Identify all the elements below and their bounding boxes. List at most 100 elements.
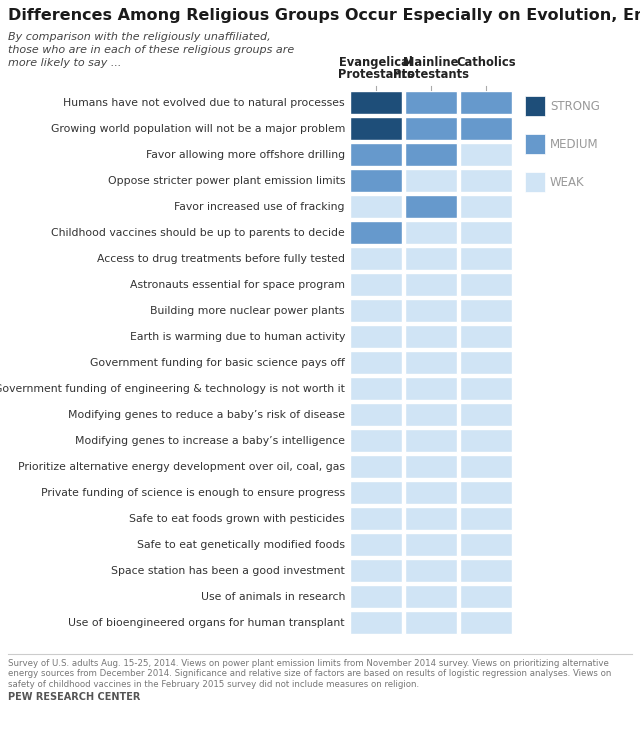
Text: Safe to eat genetically modified foods: Safe to eat genetically modified foods — [137, 540, 345, 550]
Bar — [460, 247, 512, 270]
Bar — [460, 325, 512, 348]
Bar — [350, 533, 402, 556]
Text: Use of animals in research: Use of animals in research — [200, 592, 345, 602]
Bar — [405, 351, 457, 374]
Bar — [405, 481, 457, 504]
Bar — [350, 221, 402, 244]
Bar — [350, 559, 402, 582]
Bar — [405, 91, 457, 114]
Text: Government funding for basic science pays off: Government funding for basic science pay… — [90, 358, 345, 368]
Text: Modifying genes to increase a baby’s intelligence: Modifying genes to increase a baby’s int… — [75, 436, 345, 446]
Bar — [460, 429, 512, 452]
Text: Childhood vaccines should be up to parents to decide: Childhood vaccines should be up to paren… — [51, 228, 345, 238]
Bar — [350, 585, 402, 608]
Bar — [405, 455, 457, 478]
Bar — [460, 143, 512, 166]
Bar — [460, 195, 512, 218]
Bar — [460, 533, 512, 556]
Bar — [350, 195, 402, 218]
Bar — [350, 507, 402, 530]
Bar — [460, 403, 512, 426]
Bar — [405, 507, 457, 530]
Text: safety of childhood vaccines in the February 2015 survey did not include measure: safety of childhood vaccines in the Febr… — [8, 680, 419, 689]
Bar — [460, 377, 512, 400]
Text: Government funding of engineering & technology is not worth it: Government funding of engineering & tech… — [0, 384, 345, 394]
Bar — [405, 195, 457, 218]
Bar — [350, 91, 402, 114]
Text: Oppose stricter power plant emission limits: Oppose stricter power plant emission lim… — [108, 176, 345, 186]
Bar — [460, 507, 512, 530]
Text: Survey of U.S. adults Aug. 15-25, 2014. Views on power plant emission limits fro: Survey of U.S. adults Aug. 15-25, 2014. … — [8, 659, 609, 668]
Text: Protestants: Protestants — [393, 68, 469, 81]
Text: those who are in each of these religious groups are: those who are in each of these religious… — [8, 45, 294, 55]
Bar — [460, 559, 512, 582]
Bar — [460, 481, 512, 504]
Bar — [525, 96, 545, 116]
Text: Growing world population will not be a major problem: Growing world population will not be a m… — [51, 124, 345, 134]
Bar — [350, 611, 402, 634]
Bar — [525, 134, 545, 154]
Text: By comparison with the religiously unaffiliated,: By comparison with the religiously unaff… — [8, 32, 271, 42]
Bar — [460, 91, 512, 114]
Text: Building more nuclear power plants: Building more nuclear power plants — [150, 306, 345, 316]
Text: Prioritize alternative energy development over oil, coal, gas: Prioritize alternative energy developmen… — [18, 462, 345, 472]
Text: Mainline: Mainline — [403, 56, 459, 69]
Bar — [460, 169, 512, 192]
Bar — [350, 169, 402, 192]
Bar — [405, 143, 457, 166]
Bar — [350, 377, 402, 400]
Bar — [405, 429, 457, 452]
Bar — [405, 117, 457, 140]
Bar — [405, 299, 457, 322]
Bar — [350, 403, 402, 426]
Bar — [350, 455, 402, 478]
Bar — [405, 559, 457, 582]
Bar — [460, 351, 512, 374]
Text: Favor increased use of fracking: Favor increased use of fracking — [175, 202, 345, 212]
Bar — [405, 403, 457, 426]
Text: Differences Among Religious Groups Occur Especially on Evolution, Energy Issues: Differences Among Religious Groups Occur… — [8, 8, 640, 23]
Bar — [525, 172, 545, 192]
Bar — [350, 273, 402, 296]
Bar — [405, 611, 457, 634]
Text: Favor allowing more offshore drilling: Favor allowing more offshore drilling — [146, 150, 345, 160]
Text: PEW RESEARCH CENTER: PEW RESEARCH CENTER — [8, 692, 140, 702]
Bar — [405, 221, 457, 244]
Bar — [460, 611, 512, 634]
Text: more likely to say ...: more likely to say ... — [8, 58, 122, 68]
Text: Protestants: Protestants — [338, 68, 414, 81]
Bar — [460, 221, 512, 244]
Bar — [405, 533, 457, 556]
Bar — [350, 481, 402, 504]
Text: Astronauts essential for space program: Astronauts essential for space program — [130, 280, 345, 290]
Text: Access to drug treatments before fully tested: Access to drug treatments before fully t… — [97, 254, 345, 264]
Text: energy sources from December 2014. Significance and relative size of factors are: energy sources from December 2014. Signi… — [8, 670, 611, 678]
Text: MEDIUM: MEDIUM — [550, 138, 598, 150]
Bar — [460, 299, 512, 322]
Text: Modifying genes to reduce a baby’s risk of disease: Modifying genes to reduce a baby’s risk … — [68, 410, 345, 420]
Bar — [460, 117, 512, 140]
Text: Space station has been a good investment: Space station has been a good investment — [111, 566, 345, 576]
Bar — [460, 585, 512, 608]
Bar — [405, 377, 457, 400]
Bar — [350, 117, 402, 140]
Text: Safe to eat foods grown with pesticides: Safe to eat foods grown with pesticides — [129, 514, 345, 524]
Bar — [350, 429, 402, 452]
Bar — [350, 351, 402, 374]
Bar — [405, 247, 457, 270]
Bar — [405, 325, 457, 348]
Text: Humans have not evolved due to natural processes: Humans have not evolved due to natural p… — [63, 98, 345, 108]
Text: WEAK: WEAK — [550, 175, 584, 188]
Bar — [460, 273, 512, 296]
Text: STRONG: STRONG — [550, 100, 600, 113]
Text: Catholics: Catholics — [456, 56, 516, 69]
Bar — [350, 247, 402, 270]
Text: Earth is warming due to human activity: Earth is warming due to human activity — [130, 332, 345, 342]
Text: Evangelical: Evangelical — [339, 56, 413, 69]
Bar — [405, 273, 457, 296]
Bar — [350, 325, 402, 348]
Bar — [460, 455, 512, 478]
Bar — [350, 143, 402, 166]
Bar — [350, 299, 402, 322]
Text: Private funding of science is enough to ensure progress: Private funding of science is enough to … — [41, 488, 345, 498]
